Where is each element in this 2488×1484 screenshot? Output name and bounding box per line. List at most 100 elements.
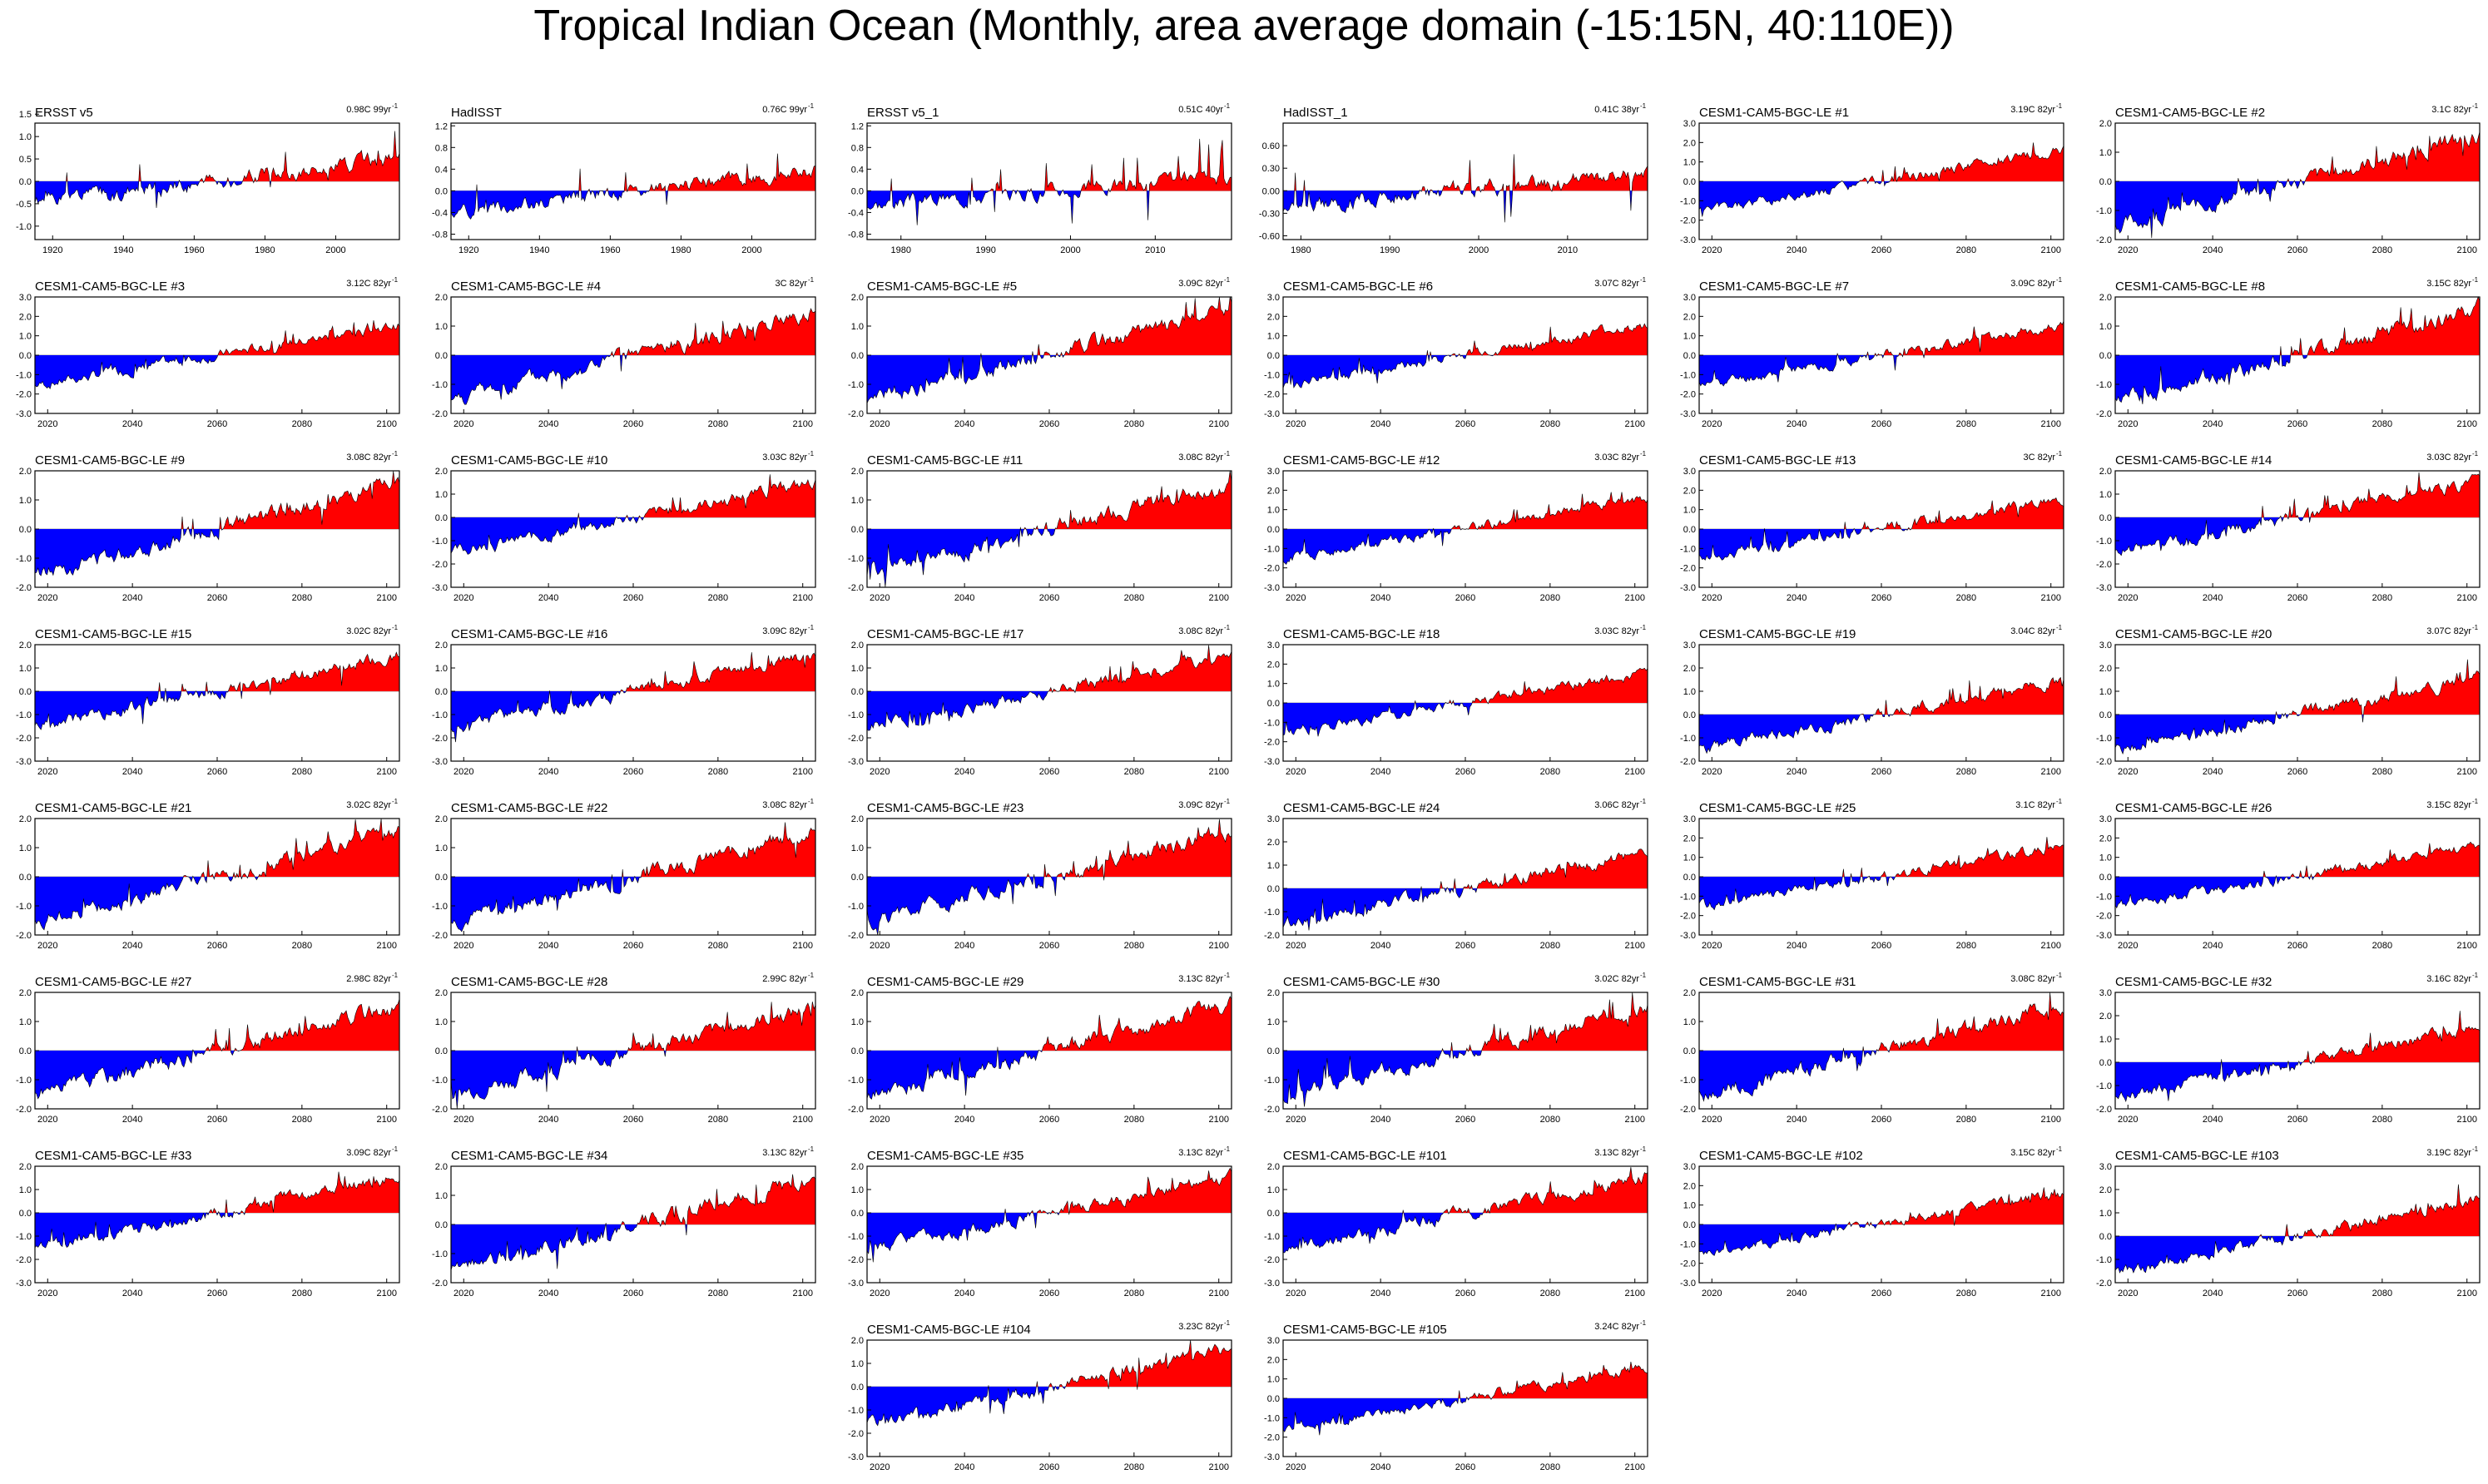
x-tick-label: 2020 (1702, 419, 1722, 429)
y-tick-label: -2.0 (432, 560, 448, 570)
y-tick-label: 1.0 (435, 1191, 448, 1201)
x-tick-label: 2060 (1039, 1115, 1059, 1125)
x-tick-label: 2080 (1124, 593, 1144, 603)
y-tick-label: 0.30 (1262, 164, 1280, 174)
chart-panel: CESM1-CAM5-BGC-LE #33 3.09C 82yr -1 2.0 1.0 0… (16, 1145, 400, 1298)
x-tick-label: 2060 (1455, 1115, 1475, 1125)
trend-exponent: -1 (2472, 450, 2479, 458)
y-tick-label: 0.0 (19, 351, 32, 361)
x-tick-label: 2020 (37, 767, 57, 777)
panel-title: HadISST_1 (1283, 106, 1348, 120)
y-tick-label: 1.0 (1683, 687, 1696, 697)
positive-anomaly-fill (1842, 992, 2064, 1051)
x-tick-label: 2020 (453, 941, 473, 951)
y-tick-label: 0.0 (1683, 873, 1696, 883)
y-tick-label: 1.0 (1683, 1201, 1696, 1211)
y-tick-label: 1.0 (851, 496, 864, 506)
x-tick-label: 1990 (1380, 245, 1400, 255)
x-tick-label: 2060 (1871, 941, 1891, 951)
x-tick-label: 2100 (2040, 1115, 2060, 1125)
y-tick-label: 2.0 (1683, 664, 1696, 674)
chart-panel: CESM1-CAM5-BGC-LE #10 3.03C 82yr -1 2.0 1.0 0… (432, 450, 816, 603)
y-tick-label: -1.0 (1680, 1239, 1696, 1249)
trend-label: 3.13C 82yr (762, 1148, 807, 1158)
y-tick-label: -3.0 (1264, 1279, 1280, 1289)
trend-label: 3.13C 82yr (1594, 1148, 1639, 1158)
negative-anomaly-fill (867, 1387, 1138, 1426)
y-tick-label: -2.0 (848, 1429, 864, 1439)
y-tick-label: 1.5 (19, 110, 32, 120)
y-tick-label: -1.0 (16, 902, 32, 912)
anomaly-series-line (450, 652, 816, 743)
x-tick-label: 2060 (1871, 593, 1891, 603)
x-tick-label: 2080 (292, 1289, 312, 1298)
anomaly-series-line (450, 474, 816, 555)
panel-title: CESM1-CAM5-BGC-LE #25 (1699, 801, 1856, 815)
x-tick-label: 1980 (255, 245, 275, 255)
trend-label: 3.02C 82yr (346, 626, 391, 636)
y-tick-label: 3.0 (2099, 641, 2112, 650)
x-tick-label: 2060 (1455, 1289, 1475, 1298)
trend-exponent: -1 (1640, 1319, 1647, 1327)
x-tick-label: 2040 (538, 941, 558, 951)
x-tick-label: 2040 (1787, 941, 1807, 951)
x-tick-label: 2080 (1540, 419, 1560, 429)
x-tick-label: 2060 (1039, 767, 1059, 777)
x-tick-label: 2100 (1624, 1115, 1644, 1125)
trend-label: 2.99C 82yr (762, 974, 807, 984)
chart-panel: CESM1-CAM5-BGC-LE #104 3.23C 82yr -1 2.0 1.0… (848, 1319, 1232, 1472)
negative-anomaly-fill (1283, 1051, 1482, 1107)
y-tick-label: -2.0 (16, 1255, 32, 1265)
trend-label: 3.09C 82yr (1178, 279, 1223, 289)
y-tick-label: -2.0 (1264, 1105, 1280, 1115)
trend-label: 3.13C 82yr (1178, 974, 1223, 984)
trend-label: 3.1C 82yr (2015, 800, 2055, 810)
y-tick-label: -1.0 (2096, 1255, 2112, 1265)
x-tick-label: 2000 (1469, 245, 1489, 255)
positive-anomaly-fill (997, 997, 1232, 1051)
positive-anomaly-fill (476, 153, 815, 191)
panel-title: CESM1-CAM5-BGC-LE #13 (1699, 453, 1856, 467)
x-tick-label: 2020 (37, 419, 57, 429)
negative-anomaly-fill (1283, 888, 1478, 931)
x-tick-label: 2100 (1624, 767, 1644, 777)
y-tick-label: 0.0 (2099, 710, 2112, 720)
y-tick-label: -3.0 (1264, 1452, 1280, 1462)
panel-title: CESM1-CAM5-BGC-LE #104 (867, 1323, 1031, 1337)
y-tick-label: 2.0 (1267, 838, 1280, 848)
chart-panel: HadISST_1 0.41C 38yr -1 0.60 0.30 0.00 -0.30 -0… (1259, 102, 1648, 255)
x-tick-label: 1980 (671, 245, 691, 255)
y-tick-label: -3.0 (432, 757, 448, 767)
x-tick-label: 1940 (113, 245, 133, 255)
y-tick-label: 0.0 (435, 687, 448, 697)
chart-panel: CESM1-CAM5-BGC-LE #102 3.15C 82yr -1 3.0 2.0… (1680, 1145, 2064, 1298)
x-tick-label: 2080 (2372, 941, 2392, 951)
positive-anomaly-fill (192, 998, 399, 1051)
x-tick-label: 2040 (1787, 1115, 1807, 1125)
trend-label: 3.19C 82yr (2010, 105, 2055, 115)
chart-panel: CESM1-CAM5-BGC-LE #32 3.16C 82yr -1 3.0 2.0 1… (2096, 972, 2481, 1125)
y-tick-label: 1.0 (19, 664, 32, 674)
negative-anomaly-fill (35, 529, 224, 576)
trend-exponent: -1 (1224, 102, 1231, 110)
anomaly-series-line (866, 1167, 1232, 1263)
y-tick-label: -2.0 (1264, 564, 1280, 574)
y-tick-label: 1.0 (2099, 490, 2112, 500)
y-tick-label: -0.8 (432, 230, 448, 240)
trend-exponent: -1 (2472, 798, 2479, 805)
x-tick-label: 2060 (207, 419, 227, 429)
positive-anomaly-fill (612, 822, 815, 877)
positive-anomaly-fill (980, 297, 1232, 355)
trend-label: 3.12C 82yr (346, 279, 391, 289)
negative-anomaly-fill (1699, 181, 1897, 217)
y-tick-label: 1.0 (851, 322, 864, 332)
y-tick-label: -1.0 (1264, 1232, 1280, 1242)
y-tick-label: 3.0 (1683, 293, 1696, 303)
negative-anomaly-fill (35, 691, 271, 730)
y-tick-label: 0.00 (1262, 186, 1280, 196)
chart-panel: CESM1-CAM5-BGC-LE #18 3.03C 82yr -1 3.0 2.0 1… (1264, 624, 1648, 777)
x-tick-label: 2100 (2040, 1289, 2060, 1298)
y-tick-label: 0.0 (19, 525, 32, 535)
negative-anomaly-fill (35, 1213, 245, 1249)
